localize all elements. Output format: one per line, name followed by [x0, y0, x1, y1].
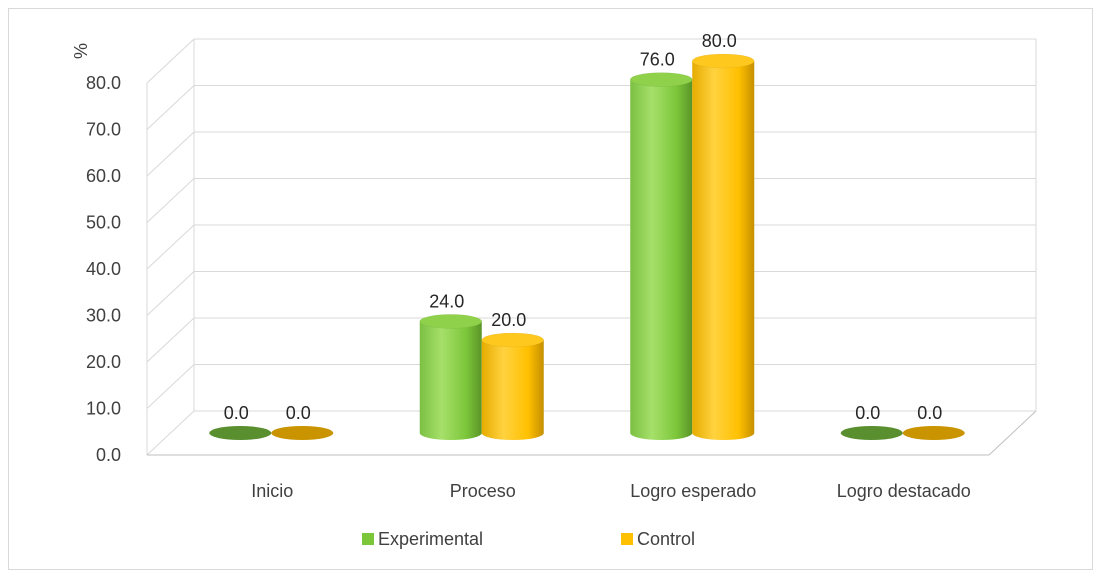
legend-label: Control: [637, 529, 695, 549]
legend-swatch: [621, 533, 633, 545]
floor-right-edge: [988, 410, 1037, 456]
gridline-side: [146, 38, 195, 84]
bar-body: [481, 340, 544, 440]
bar: [692, 53, 755, 440]
chart-frame: 0.0 10.0 20.0 30.0 40.0 50.0 60.0 70.0 80.0 Inici…: [8, 8, 1093, 570]
bar: [481, 332, 544, 440]
y-tick-label: 70.0: [86, 120, 121, 140]
gridline-side: [146, 131, 195, 177]
bar-chart: 0.0 10.0 20.0 30.0 40.0 50.0 60.0 70.0 80.0 Inici…: [71, 31, 1037, 549]
x-tick-label: Logro destacado: [837, 481, 971, 501]
y-tick-label: 60.0: [86, 166, 121, 186]
bar-top: [481, 332, 544, 348]
y-tick-label: 30.0: [86, 306, 121, 326]
gridline-side: [146, 317, 195, 363]
y-tick-label: 80.0: [86, 73, 121, 93]
y-tick-label: 40.0: [86, 259, 121, 279]
bar-top: [630, 72, 693, 87]
data-label: 24.0: [429, 291, 464, 311]
x-tick-label: Inicio: [251, 481, 293, 501]
data-label: 76.0: [640, 50, 675, 70]
data-label: 0.0: [855, 403, 880, 423]
data-label: 0.0: [224, 403, 249, 423]
legend-label: Experimental: [378, 529, 483, 549]
legend: Experimental Control: [362, 529, 695, 549]
y-tick-label: 0.0: [96, 445, 121, 465]
gridline-side: [146, 364, 195, 409]
x-tick-label: Proceso: [450, 481, 516, 501]
y-tick-label: 50.0: [86, 213, 121, 233]
y-tick-label: 10.0: [86, 399, 121, 419]
bar: [271, 426, 334, 440]
data-label: 0.0: [286, 403, 311, 423]
grid-layer: [146, 38, 1037, 456]
bar: [840, 426, 903, 440]
gridline-side: [146, 178, 195, 223]
bar-body: [692, 61, 755, 440]
x-tick-label: Logro esperado: [630, 481, 756, 501]
gridline-side: [146, 85, 195, 130]
legend-swatch: [362, 533, 374, 545]
gridline-side: [146, 271, 195, 316]
data-label: 80.0: [702, 31, 737, 51]
y-axis-label: %: [71, 43, 91, 59]
gridline-side: [146, 224, 195, 270]
bar: [419, 314, 482, 440]
y-tick-label: 20.0: [86, 352, 121, 372]
bar: [902, 426, 965, 440]
bar-top: [692, 53, 755, 69]
bar-body: [630, 79, 693, 440]
data-label: 0.0: [917, 403, 942, 423]
gridline-side: [146, 410, 195, 456]
label-layer: 0.0 0.0 24.0 20.0 76.0 80.0 0.0 0.0: [224, 31, 943, 423]
bar-top: [419, 314, 482, 329]
bar: [209, 426, 272, 440]
bar: [630, 72, 693, 440]
axis-layer: 0.0 10.0 20.0 30.0 40.0 50.0 60.0 70.0 80.0 Inici…: [86, 73, 1037, 501]
data-label: 20.0: [491, 310, 526, 330]
bar-body: [419, 321, 482, 440]
bar-layer: [209, 53, 965, 440]
